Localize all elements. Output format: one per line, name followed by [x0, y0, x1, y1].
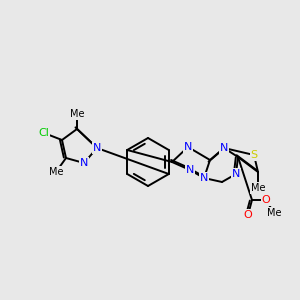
Text: O: O: [262, 195, 270, 205]
Text: N: N: [93, 143, 101, 153]
Text: Me: Me: [49, 167, 63, 177]
Text: S: S: [250, 150, 258, 160]
Text: N: N: [200, 173, 208, 183]
Text: N: N: [232, 169, 240, 179]
Text: O: O: [244, 210, 252, 220]
Text: N: N: [220, 143, 228, 153]
Text: Cl: Cl: [39, 128, 50, 138]
Text: Me: Me: [267, 208, 281, 218]
Text: N: N: [80, 158, 88, 168]
Text: Me: Me: [70, 109, 84, 119]
Text: Me: Me: [251, 183, 265, 193]
Text: N: N: [186, 165, 194, 175]
Text: N: N: [184, 142, 192, 152]
